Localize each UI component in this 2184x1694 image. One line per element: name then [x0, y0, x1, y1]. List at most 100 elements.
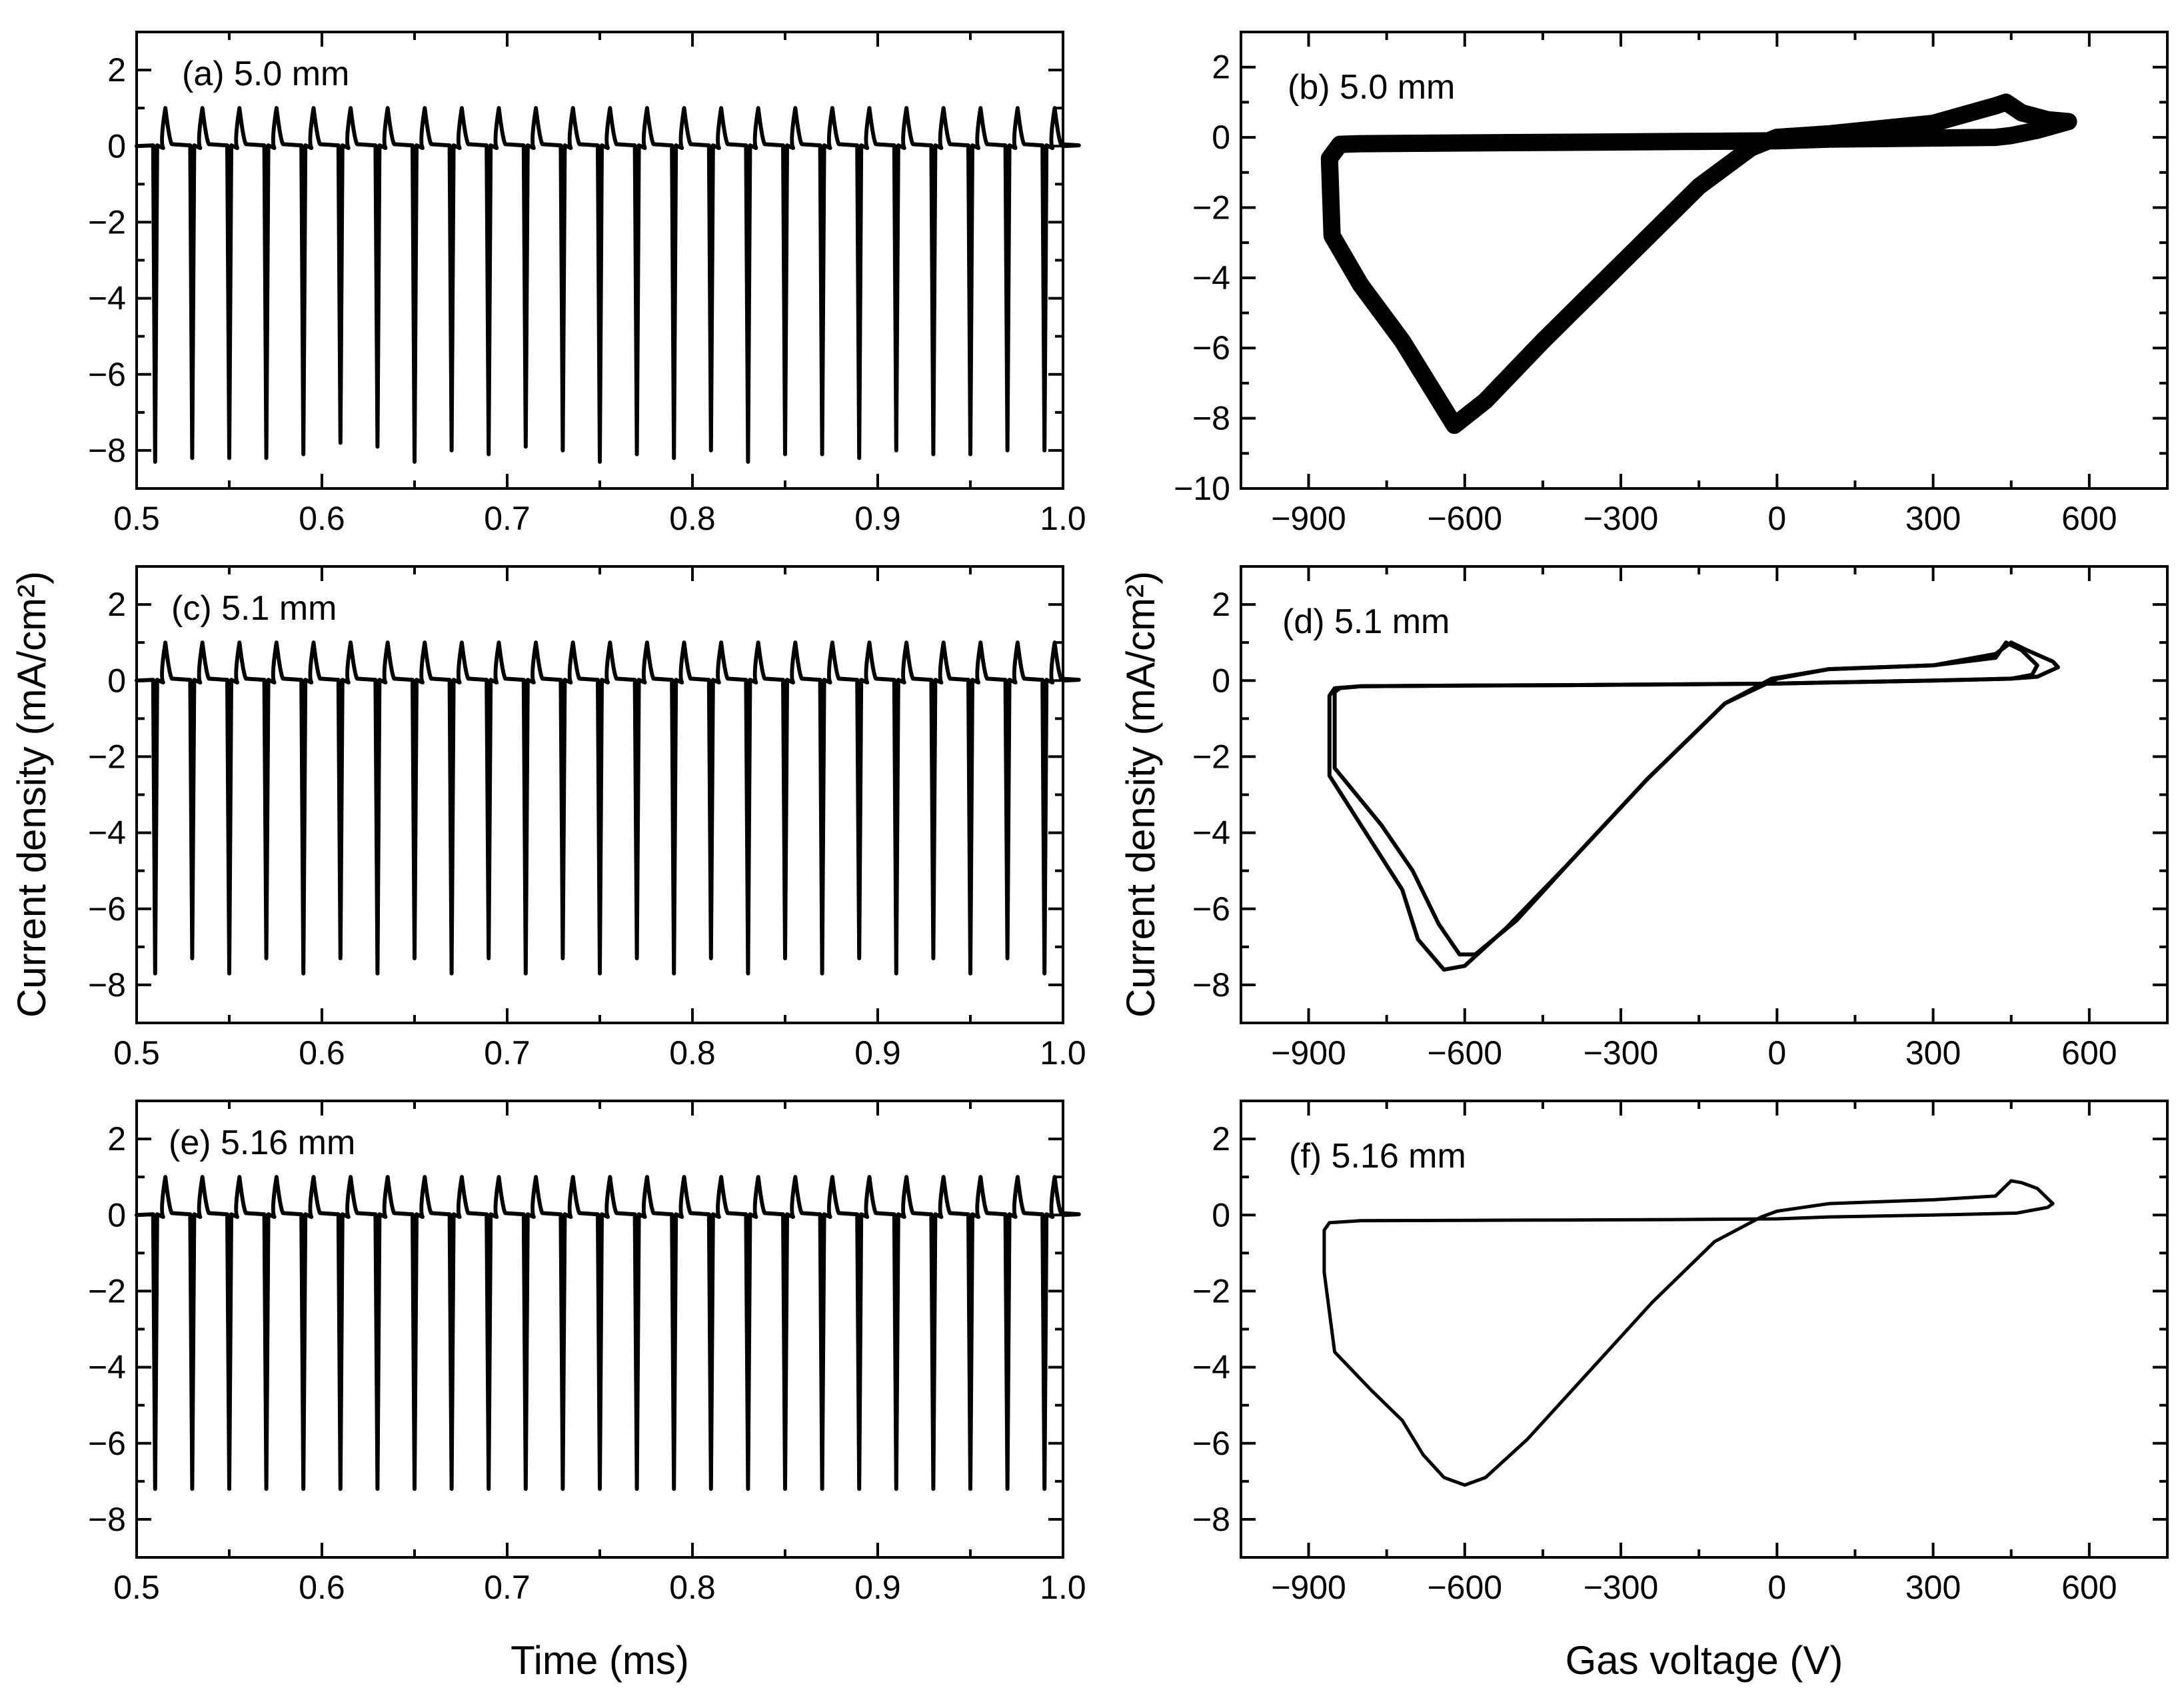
panel-f-ticks: 2 0 −2 −4 −6 −8 −900 −600 −300 0 300 600: [1192, 1100, 2167, 1606]
y-tick-label-b: −6: [1192, 329, 1230, 367]
y-tick-label-b: −2: [1192, 189, 1230, 226]
panel-b-label: (b) 5.0 mm: [1288, 68, 1455, 107]
y-tick-label-e: −4: [88, 1349, 126, 1386]
y-tick-label-f: −2: [1192, 1272, 1230, 1309]
x-tick-label-f: −900: [1271, 1569, 1346, 1606]
y-tick-label-c: −6: [88, 890, 126, 928]
x-axis-title-left: Time (ms): [511, 1638, 689, 1683]
x-tick-label-f: 0: [1767, 1569, 1786, 1606]
panel-c: (c) 5.1 mm 2 0 −2 −4 −6 −8 0.5 0.6 0.7 0.8 0.9 1.0: [88, 565, 1086, 1072]
y-tick-label-a: −2: [88, 203, 126, 241]
x-tick-label-a: 0.5: [113, 500, 160, 537]
y-tick-label-b: −8: [1192, 400, 1230, 437]
x-tick-label-e: 0.9: [854, 1569, 901, 1606]
panel-e-ticks: 2 0 −2 −4 −6 −8 0.5 0.6 0.7 0.8 0.9 1.0: [88, 1100, 1086, 1606]
y-axis-title-right: Current density (mA/cm²): [1118, 571, 1163, 1018]
x-tick-label-b: −900: [1271, 500, 1346, 537]
y-tick-label-f: 2: [1212, 1120, 1230, 1158]
panel-d-label: (d) 5.1 mm: [1282, 602, 1450, 641]
current-trace-a: [135, 106, 1081, 464]
x-tick-label-f: 600: [2061, 1569, 2117, 1606]
x-tick-label-e: 0.6: [299, 1569, 345, 1606]
panel-b: (b) 5.0 mm 2 0 −2 −4 −6 −8 −10 −900 −600 −300 0 300…: [1174, 31, 2169, 537]
panel-b-plot: [1320, 93, 2077, 434]
panel-a-ticks: 2 0 −2 −4 −6 −8 0.5 0.6 0.7 0.8 0.9 1.0: [88, 31, 1086, 537]
panel-d-plot: [1327, 640, 2060, 972]
panel-c-ticks: 2 0 −2 −4 −6 −8 0.5 0.6 0.7 0.8 0.9 1.0: [88, 565, 1086, 1072]
y-tick-label-a: 2: [107, 51, 126, 89]
y-tick-label-c: −8: [88, 966, 126, 1004]
x-tick-label-c: 0.9: [854, 1034, 901, 1072]
x-tick-label-d: 300: [1905, 1034, 1961, 1072]
x-tick-label-d: −900: [1271, 1034, 1346, 1072]
x-tick-label-c: 1.0: [1040, 1034, 1086, 1072]
y-tick-label-d: −8: [1192, 966, 1230, 1004]
y-tick-label-d: −2: [1192, 738, 1230, 775]
iv-loop-d-2: [1332, 640, 2039, 957]
x-tick-label-b: 0: [1767, 500, 1786, 537]
y-tick-label-d: 2: [1212, 586, 1230, 623]
y-tick-label-e: 0: [107, 1196, 126, 1234]
y-tick-label-a: 0: [107, 127, 126, 165]
y-tick-label-a: −4: [88, 280, 126, 317]
y-axis-title-left: Current density (mA/cm²): [9, 571, 54, 1018]
y-tick-label-d: 0: [1212, 662, 1230, 699]
x-tick-label-b: −300: [1584, 500, 1659, 537]
panel-a-label: (a) 5.0 mm: [182, 55, 349, 93]
x-tick-label-d: 0: [1767, 1034, 1786, 1072]
y-tick-label-e: −2: [88, 1272, 126, 1309]
panel-f: (f) 5.16 mm 2 0 −2 −4 −6 −8 −900 −600 −300 0 300 60…: [1192, 1100, 2169, 1606]
panel-e-label: (e) 5.16 mm: [169, 1124, 355, 1162]
x-axis-title-right: Gas voltage (V): [1566, 1638, 1843, 1683]
x-tick-label-c: 0.6: [299, 1034, 345, 1072]
panel-d: (d) 5.1 mm 2 0 −2 −4 −6 −8 −900 −600 −300 0 300 600: [1192, 565, 2169, 1072]
x-tick-label-b: −600: [1427, 500, 1502, 537]
panel-f-label: (f) 5.16 mm: [1289, 1137, 1466, 1176]
y-tick-label-c: 0: [107, 662, 126, 699]
x-tick-label-b: 600: [2061, 500, 2117, 537]
panel-d-ticks: 2 0 −2 −4 −6 −8 −900 −600 −300 0 300 600: [1192, 565, 2167, 1072]
y-tick-label-d: −6: [1192, 890, 1230, 928]
current-trace-c: [135, 640, 1081, 976]
panel-e-plot: [135, 1175, 1081, 1491]
x-tick-label-a: 1.0: [1040, 500, 1086, 537]
x-tick-label-e: 0.7: [484, 1569, 531, 1606]
x-tick-label-a: 0.9: [854, 500, 901, 537]
y-tick-label-c: −4: [88, 814, 126, 852]
panel-f-plot: [1322, 1179, 2055, 1487]
x-tick-label-e: 1.0: [1040, 1569, 1086, 1606]
x-tick-label-a: 0.6: [299, 500, 345, 537]
x-tick-label-e: 0.8: [669, 1569, 716, 1606]
x-tick-label-a: 0.7: [484, 500, 531, 537]
panel-b-ticks: 2 0 −2 −4 −6 −8 −10 −900 −600 −300 0 300 600: [1174, 31, 2167, 537]
x-tick-label-f: 300: [1905, 1569, 1961, 1606]
current-trace-e: [135, 1175, 1081, 1491]
panel-a: (a) 5.0 mm 2 0 −2 −4 −6 −8 0.5 0.6 0.7 0.8 0.9 1.0: [88, 31, 1086, 537]
y-tick-label-f: 0: [1212, 1196, 1230, 1234]
x-tick-label-d: −300: [1584, 1034, 1659, 1072]
panel-e: (e) 5.16 mm 2 0 −2 −4 −6 −8 0.5 0.6 0.7 0.8 0.9 1.0: [88, 1100, 1086, 1606]
x-tick-label-d: 600: [2061, 1034, 2117, 1072]
x-tick-label-c: 0.8: [669, 1034, 716, 1072]
panel-c-plot: [135, 640, 1081, 976]
x-tick-label-f: −600: [1427, 1569, 1502, 1606]
y-tick-label-f: −6: [1192, 1425, 1230, 1462]
y-tick-label-b: 0: [1212, 119, 1230, 156]
y-tick-label-e: 2: [107, 1120, 126, 1158]
x-tick-label-d: −600: [1427, 1034, 1502, 1072]
x-tick-label-b: 300: [1905, 500, 1961, 537]
y-tick-label-d: −4: [1192, 814, 1230, 852]
x-tick-label-a: 0.8: [669, 500, 716, 537]
panel-a-plot: [135, 106, 1081, 464]
y-tick-label-b: −10: [1174, 470, 1230, 507]
y-tick-label-b: −4: [1192, 259, 1230, 297]
panel-b-frame: [1240, 31, 2169, 490]
y-tick-label-b: 2: [1212, 49, 1230, 86]
y-tick-label-e: −8: [88, 1501, 126, 1538]
y-tick-label-e: −6: [88, 1425, 126, 1462]
y-tick-label-c: 2: [107, 586, 126, 623]
y-tick-label-c: −2: [88, 738, 126, 775]
x-tick-label-f: −300: [1584, 1569, 1659, 1606]
x-tick-label-c: 0.7: [484, 1034, 531, 1072]
